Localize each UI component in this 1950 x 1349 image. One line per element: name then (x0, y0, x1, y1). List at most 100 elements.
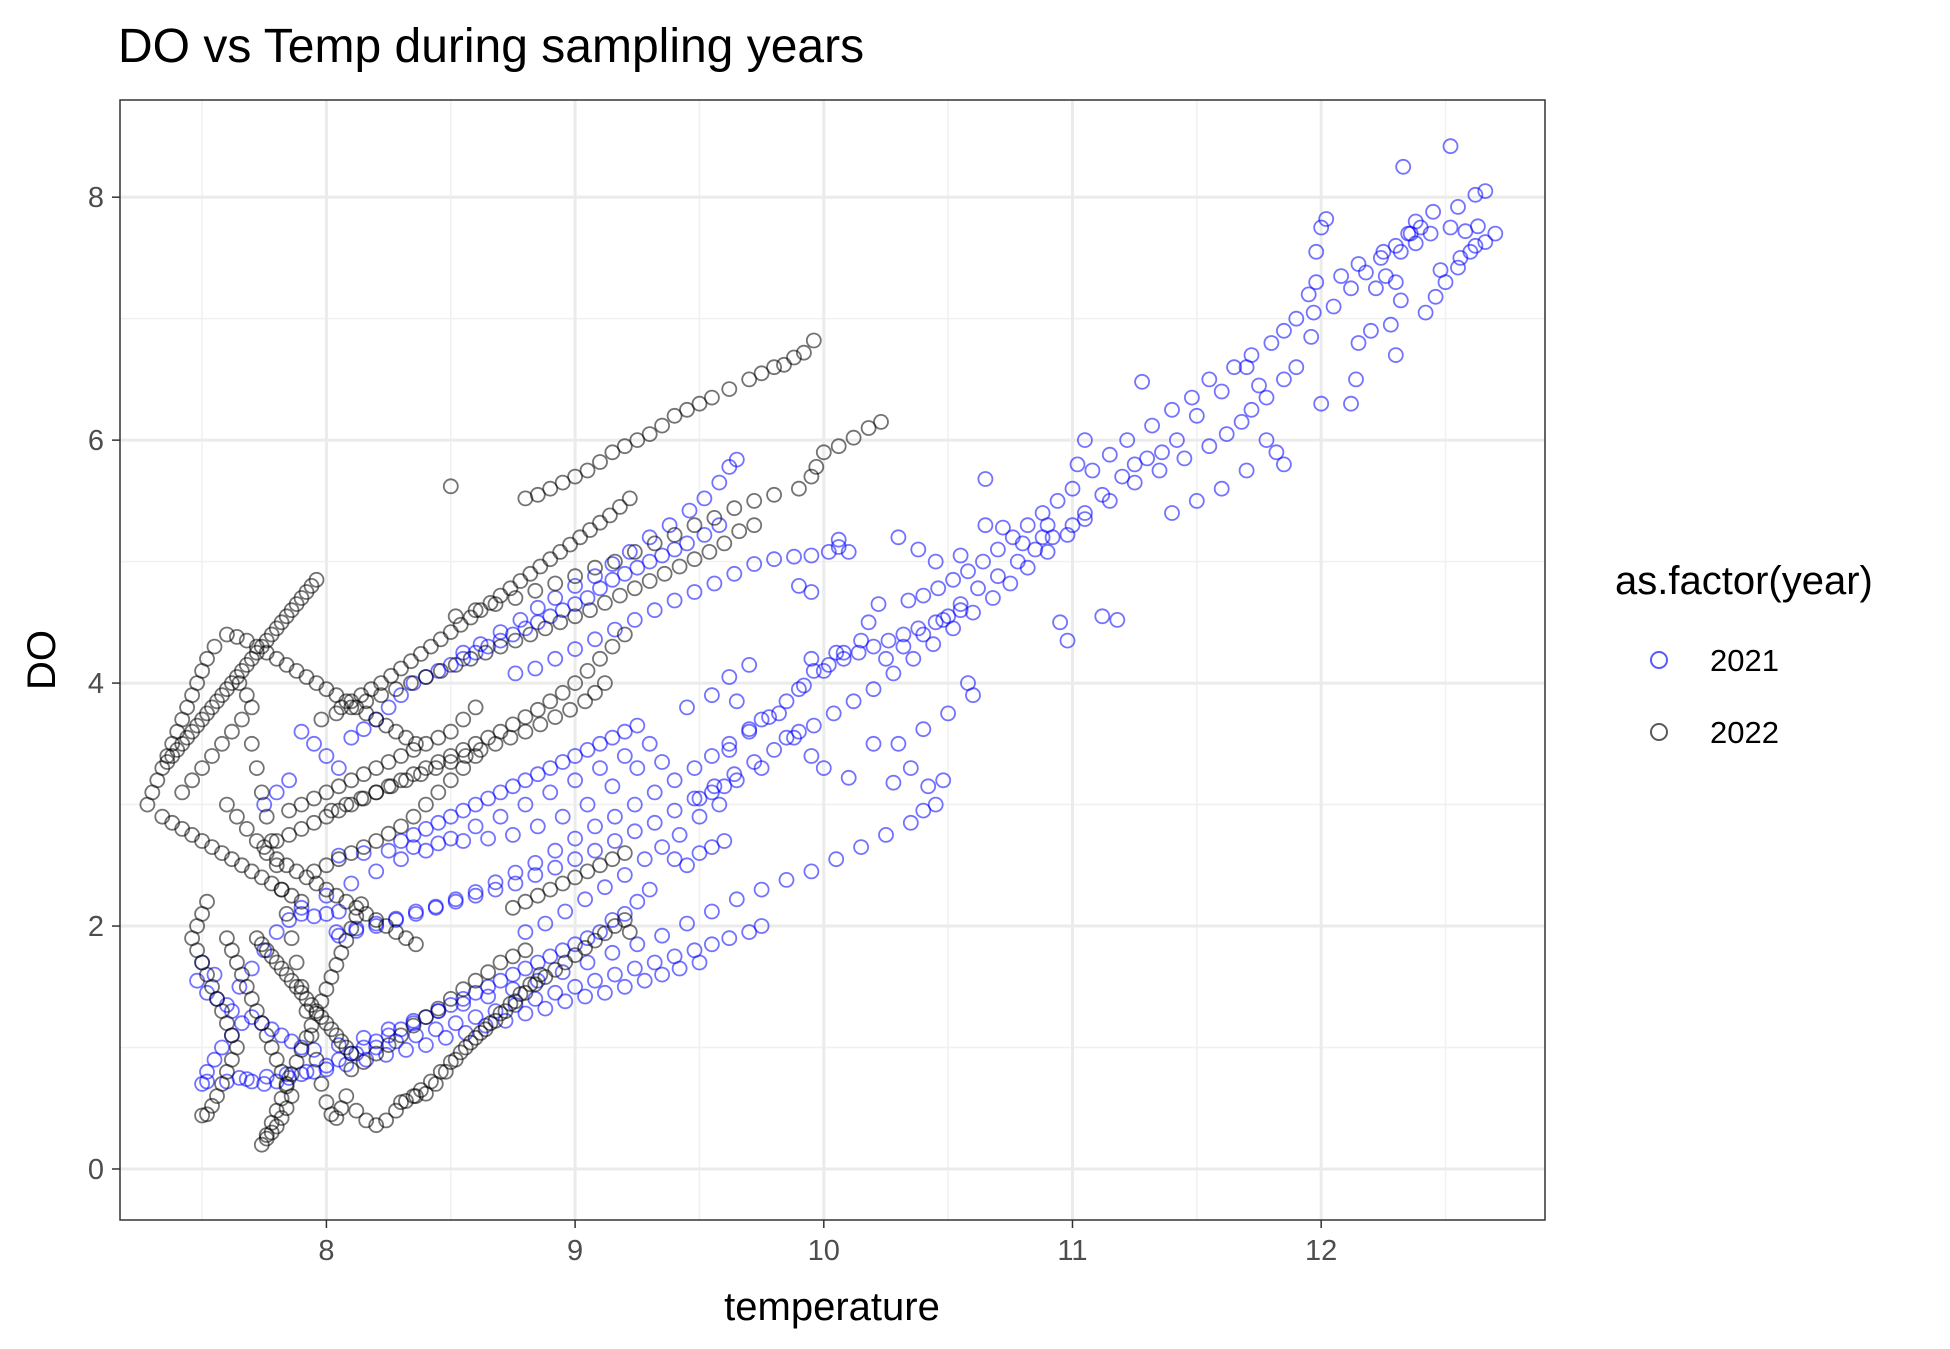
point-2021 (231, 978, 248, 995)
point-2022 (243, 699, 260, 716)
point-2021 (1169, 432, 1185, 449)
point-2021 (935, 772, 952, 789)
point-2021 (505, 966, 521, 983)
point-2021 (910, 541, 927, 558)
point-2021 (318, 906, 335, 922)
point-2021 (726, 766, 743, 783)
point-2021 (1477, 234, 1494, 251)
point-2022 (587, 559, 603, 576)
point-2021 (1377, 268, 1394, 285)
x-tick-label: 12 (1305, 1235, 1337, 1267)
point-2022 (592, 650, 608, 667)
point-2021 (1392, 243, 1409, 260)
point-2021 (885, 774, 902, 791)
point-2022 (442, 991, 459, 1007)
point-2021 (567, 596, 583, 612)
point-2021 (716, 833, 733, 849)
point-2022 (726, 500, 743, 517)
point-2021 (721, 669, 738, 685)
point-2021 (1417, 304, 1434, 321)
point-2021 (761, 709, 777, 725)
point-2021 (607, 966, 623, 983)
point-2021 (1442, 138, 1459, 155)
point-2021 (616, 867, 633, 883)
point-2021 (597, 984, 613, 1001)
point-2021 (527, 867, 544, 883)
point-2022 (417, 735, 434, 752)
point-2022 (472, 742, 489, 758)
point-2021 (487, 874, 504, 891)
point-2021 (355, 721, 372, 738)
point-2022 (791, 480, 807, 497)
point-2022 (214, 735, 230, 752)
point-2021 (1467, 237, 1484, 254)
point-2022 (567, 675, 583, 691)
point-2022 (505, 899, 521, 916)
point-2021 (567, 978, 583, 995)
point-2021 (1313, 395, 1330, 412)
point-2021 (447, 1015, 464, 1032)
point-2022 (805, 332, 822, 349)
point-2021 (721, 930, 738, 947)
point-2022 (529, 701, 546, 718)
point-2022 (467, 1029, 484, 1046)
point-2021 (704, 687, 720, 704)
point-2022 (442, 754, 459, 770)
point-2021 (915, 587, 932, 604)
point-2021 (626, 796, 643, 813)
point-2022 (184, 772, 201, 789)
point-2021 (778, 872, 795, 888)
point-2022 (231, 675, 248, 691)
point-2022 (407, 735, 424, 752)
point-2021 (691, 808, 708, 825)
point-2022 (542, 881, 559, 898)
point-2021 (1233, 413, 1250, 430)
point-2022 (430, 729, 447, 746)
point-2021 (925, 636, 942, 653)
point-2021 (778, 693, 795, 710)
point-2021 (636, 972, 653, 989)
point-2021 (835, 650, 852, 667)
point-2021 (1422, 225, 1439, 242)
point-2022 (597, 675, 613, 691)
point-2022 (604, 638, 621, 655)
point-2021 (293, 723, 310, 740)
point-2021 (626, 960, 643, 977)
point-2021 (1019, 559, 1036, 576)
point-2022 (522, 976, 539, 993)
point-2021 (455, 802, 472, 819)
point-2022 (442, 478, 459, 495)
point-2021 (199, 1073, 215, 1090)
point-2022 (281, 802, 298, 819)
point-2022 (507, 632, 524, 649)
point-2022 (492, 954, 509, 971)
point-2021 (1188, 492, 1205, 509)
point-2021 (1251, 377, 1267, 394)
point-2021 (1467, 186, 1484, 203)
point-2021 (318, 1061, 335, 1078)
point-2021 (803, 748, 820, 764)
point-2021 (577, 988, 593, 1005)
point-2022 (626, 580, 643, 597)
point-2022 (567, 608, 583, 625)
point-2022 (537, 620, 554, 637)
point-2021 (654, 927, 670, 944)
point-2022 (368, 833, 385, 849)
point-2021 (380, 699, 397, 716)
point-2022 (328, 1110, 345, 1126)
point-2021 (417, 821, 434, 837)
point-2021 (679, 699, 695, 716)
point-2021 (430, 835, 447, 852)
point-2021 (960, 563, 976, 580)
point-2021 (529, 954, 546, 971)
point-2022 (417, 669, 434, 685)
point-2022 (607, 553, 623, 570)
point-2021 (1064, 480, 1081, 497)
point-2021 (1258, 389, 1275, 406)
point-2021 (529, 818, 546, 835)
point-2021 (636, 851, 653, 868)
point-2021 (786, 729, 802, 746)
point-2021 (853, 632, 869, 649)
point-2021 (1333, 268, 1349, 285)
point-2022 (388, 1102, 404, 1119)
